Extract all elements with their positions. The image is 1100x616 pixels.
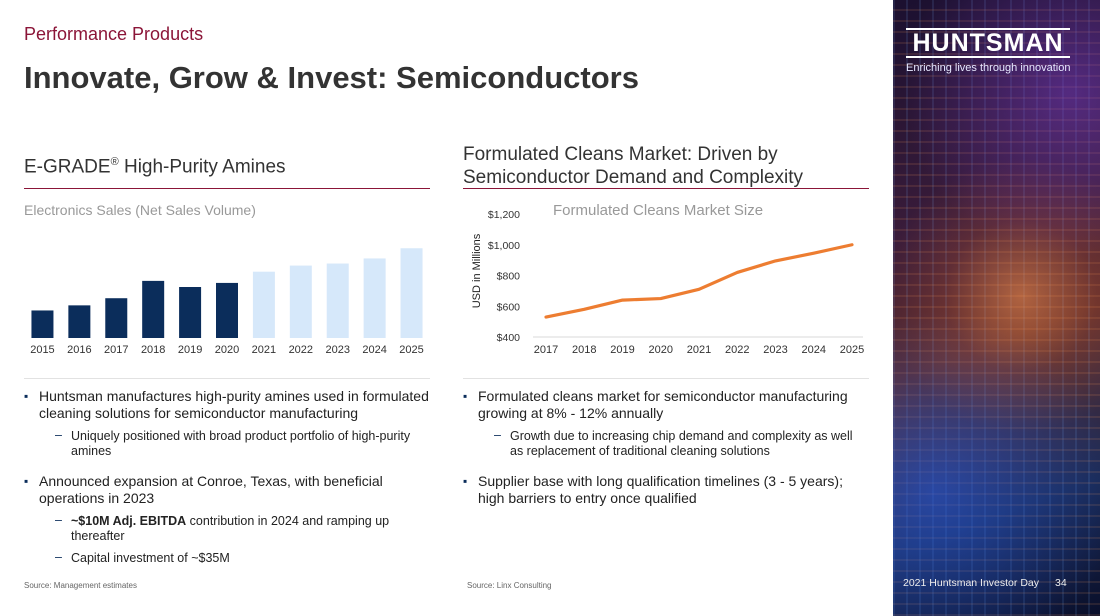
bar-2022 [289, 265, 312, 338]
ebitda-highlight: ~$10M Adj. EBITDA [71, 514, 187, 528]
market-size-line [544, 243, 854, 319]
left-chart-divider [24, 378, 430, 379]
right-sub-bullet-1: Growth due to increasing chip demand and… [478, 428, 868, 459]
bar-2019 [179, 287, 202, 338]
left-sub-bullet-1: Uniquely positioned with broad product p… [39, 428, 429, 459]
x-tick-label: 2025 [840, 344, 864, 356]
bar-chart: 2015 2016 2017 2018 2019 2020 2021 2022 2023 2024… [30, 248, 424, 356]
bar-2017 [105, 298, 128, 338]
bar-2015 [31, 310, 54, 338]
page-title: Innovate, Grow & Invest: Semiconductors [24, 60, 639, 95]
left-source: Source: Management estimates [24, 581, 137, 590]
left-bullet-2-text: Announced expansion at Conroe, Texas, wi… [39, 473, 383, 506]
bar-chart-subtitle: Electronics Sales (Net Sales Volume) [24, 202, 256, 218]
registered-mark: ® [110, 156, 119, 168]
x-tick-label: 2018 [572, 344, 596, 356]
line-chart: Formulated Cleans Market Size USD in Mill… [471, 202, 864, 356]
y-tick-label: $800 [497, 271, 521, 283]
left-sub-bullet-2: ~$10M Adj. EBITDA contribution in 2024 a… [39, 513, 429, 544]
brand-tagline: Enriching lives through innovation [906, 62, 1071, 74]
left-panel-title: E-GRADE® High-Purity Amines [24, 151, 286, 178]
left-title-rule [24, 188, 430, 189]
left-bullets: Huntsman manufactures high-purity amines… [24, 388, 429, 576]
left-sub-bullet-3: Capital investment of ~$35M [39, 550, 429, 566]
left-title-main: E-GRADE [24, 156, 111, 178]
bar-2021 [252, 271, 275, 338]
right-bullet-2: Supplier base with long qualification ti… [463, 473, 868, 507]
page-number: 34 [1055, 577, 1067, 589]
line-chart-title: Formulated Cleans Market Size [553, 202, 763, 219]
x-tick-label: 2020 [215, 344, 239, 356]
bar-2020 [216, 282, 238, 338]
right-panel-title: Formulated Cleans Market: Driven by Semi… [463, 144, 804, 188]
left-bullet-1-text: Huntsman manufactures high-purity amines… [39, 388, 429, 421]
bar-2024 [363, 258, 386, 338]
x-tick-label: 2023 [763, 344, 787, 356]
x-tick-label: 2016 [67, 344, 91, 356]
x-tick-label: 2018 [141, 344, 165, 356]
right-bullet-2-text: Supplier base with long qualification ti… [478, 473, 843, 506]
bar-2023 [326, 263, 349, 338]
x-tick-label: 2023 [325, 344, 349, 356]
x-tick-label: 2024 [362, 344, 386, 356]
y-tick-label: $1,000 [488, 240, 520, 252]
y-tick-label: $1,200 [488, 209, 520, 221]
left-bullet-1: Huntsman manufactures high-purity amines… [24, 388, 429, 459]
y-axis-label: USD in Millions [471, 233, 483, 308]
right-bullet-1: Formulated cleans market for semiconduct… [463, 388, 868, 459]
y-tick-label: $600 [497, 301, 521, 313]
x-tick-label: 2019 [610, 344, 634, 356]
right-source: Source: Linx Consulting [467, 581, 552, 590]
bar-2025 [400, 248, 423, 338]
x-tick-label: 2021 [687, 344, 711, 356]
section-label: Performance Products [24, 24, 204, 44]
y-tick-label: $400 [497, 332, 521, 344]
x-tick-label: 2020 [649, 344, 673, 356]
bar-2016 [68, 305, 91, 338]
x-tick-label: 2019 [178, 344, 202, 356]
x-tick-label: 2021 [252, 344, 276, 356]
x-tick-label: 2017 [104, 344, 128, 356]
right-bullets: Formulated cleans market for semiconduct… [463, 388, 868, 517]
x-tick-label: 2022 [289, 344, 313, 356]
semiconductor-wafer-image [893, 0, 1100, 616]
right-title-rule [463, 188, 869, 189]
ebitda-rest: contribution in 2024 and ramping up ther… [71, 514, 390, 543]
left-title-rest: High-Purity Amines [118, 156, 286, 178]
right-chart-divider [463, 378, 869, 379]
left-bullet-2: Announced expansion at Conroe, Texas, wi… [24, 473, 429, 566]
huntsman-logo: HUNTSMAN [906, 28, 1070, 58]
x-tick-label: 2022 [725, 344, 749, 356]
x-tick-label: 2015 [30, 344, 54, 356]
x-tick-label: 2024 [802, 344, 826, 356]
right-bullet-1-text: Formulated cleans market for semiconduct… [478, 388, 848, 421]
footer-event: 2021 Huntsman Investor Day [903, 577, 1039, 589]
x-tick-label: 2017 [534, 344, 558, 356]
x-tick-label: 2025 [399, 344, 423, 356]
bar-2018 [142, 280, 165, 338]
